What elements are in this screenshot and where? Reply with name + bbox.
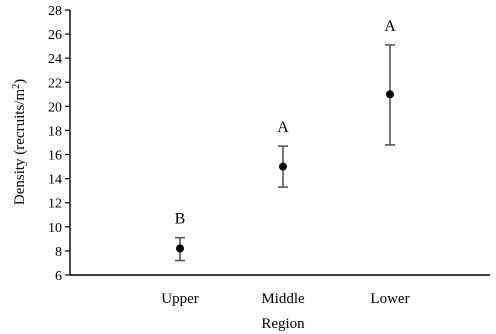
x-axis: Upper Middle Lower <box>70 274 490 307</box>
significance-labels: B A A <box>175 18 397 228</box>
y-tick-label-26: 26 <box>48 28 62 43</box>
data-points <box>176 90 394 253</box>
x-tick-label-upper: Upper <box>161 291 199 307</box>
y-tick-label-10: 10 <box>48 221 62 236</box>
y-axis-title-superscript: 2 <box>11 84 22 89</box>
x-axis-title: Region <box>261 316 305 332</box>
y-tick-label-8: 8 <box>55 245 62 260</box>
x-tick-label-lower: Lower <box>370 291 409 307</box>
y-tick-label-28: 28 <box>48 4 62 19</box>
y-axis-title: Density (recruits/m2) <box>11 79 28 205</box>
y-tick-label-12: 12 <box>48 197 62 212</box>
data-point-upper <box>176 244 184 253</box>
y-tick-label-14: 14 <box>48 173 62 188</box>
y-axis-title-close: ) <box>12 79 28 84</box>
y-tick-label-16: 16 <box>48 149 62 164</box>
data-point-middle <box>279 162 287 171</box>
data-point-lower <box>386 90 394 99</box>
y-axis: 6 8 10 12 14 16 18 20 22 24 26 28 <box>48 4 71 284</box>
y-tick-label-22: 22 <box>48 76 62 91</box>
significance-label-upper: B <box>175 211 186 228</box>
significance-label-lower: A <box>384 18 396 35</box>
y-tick-label-24: 24 <box>48 52 62 67</box>
y-axis-title-main: Density (recruits/m <box>12 89 28 206</box>
y-tick-label-18: 18 <box>48 124 62 139</box>
y-tick-label-6: 6 <box>55 269 62 284</box>
significance-label-middle: A <box>277 119 289 136</box>
x-tick-label-middle: Middle <box>261 291 305 307</box>
error-bars <box>175 44 395 262</box>
y-tick-label-20: 20 <box>48 100 62 115</box>
